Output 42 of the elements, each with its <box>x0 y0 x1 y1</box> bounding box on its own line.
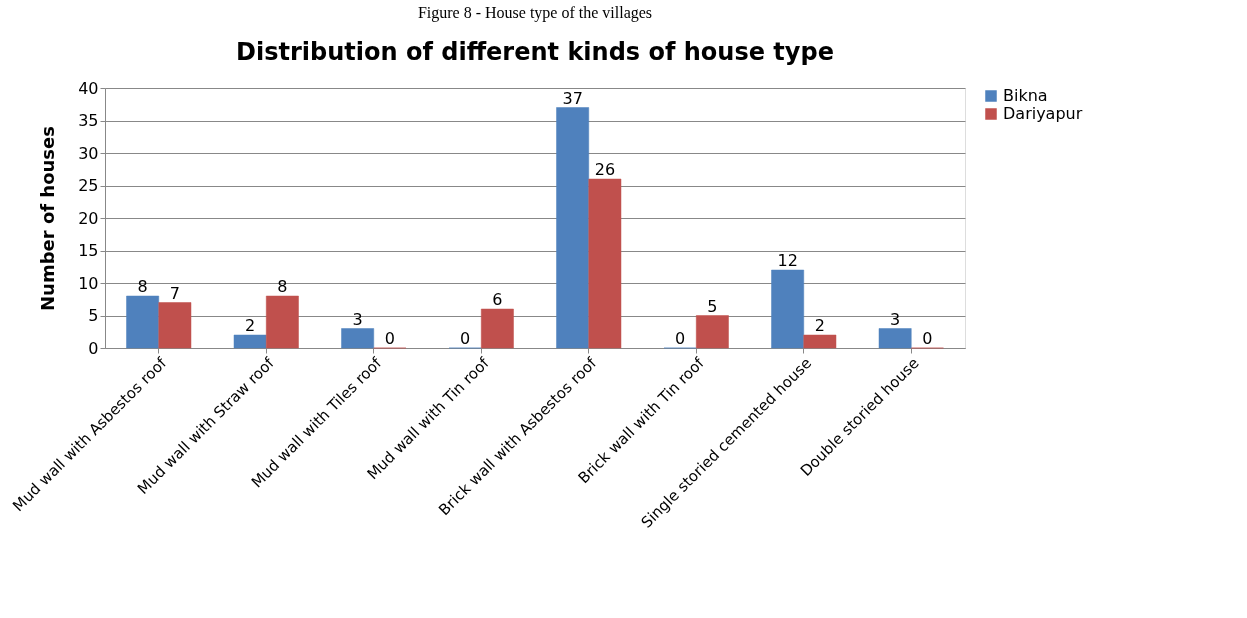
y-tick-label: 0 <box>88 338 99 358</box>
bar <box>158 302 192 349</box>
y-tick-label: 25 <box>78 176 99 195</box>
data-label: 6 <box>492 290 503 309</box>
y-tick-label: 15 <box>78 241 99 260</box>
data-label: 2 <box>814 316 825 335</box>
y-tick-label: 35 <box>78 111 99 130</box>
y-axis-title: Number of houses <box>37 126 59 311</box>
bar <box>803 334 837 349</box>
data-label: 8 <box>137 277 148 296</box>
y-tick-label: 5 <box>88 306 99 325</box>
data-label: 0 <box>675 329 686 348</box>
data-label: 3 <box>352 309 363 329</box>
bar <box>233 334 267 349</box>
bar <box>481 308 514 349</box>
bar <box>556 107 589 349</box>
y-tick-label: 20 <box>78 208 99 228</box>
y-tick-label: 30 <box>78 143 99 163</box>
bar <box>696 315 729 349</box>
bar <box>771 269 804 349</box>
data-label: 37 <box>562 88 583 108</box>
data-label: 26 <box>594 160 616 179</box>
data-label: 7 <box>169 283 180 303</box>
data-label: 5 <box>707 296 718 316</box>
caption: Figure 8 - House type of the villages <box>417 4 653 22</box>
data-label: 0 <box>922 329 933 348</box>
bar <box>878 328 912 349</box>
data-label: 2 <box>245 316 256 335</box>
y-tick-label: 10 <box>78 273 99 293</box>
data-label: 0 <box>460 329 471 348</box>
data-label: 0 <box>384 329 395 348</box>
bar <box>266 295 299 349</box>
legend-label: Dariyapur <box>1003 104 1083 123</box>
data-label: 3 <box>890 309 901 329</box>
bar <box>588 178 622 349</box>
data-label: 8 <box>277 277 288 296</box>
bar <box>341 328 374 349</box>
legend-label: Bikna <box>1003 86 1048 105</box>
bar <box>126 295 159 349</box>
chart-title: Distribution of different kinds of house type <box>236 38 834 66</box>
data-label: 12 <box>777 251 798 270</box>
y-tick-label: 40 <box>78 78 99 98</box>
